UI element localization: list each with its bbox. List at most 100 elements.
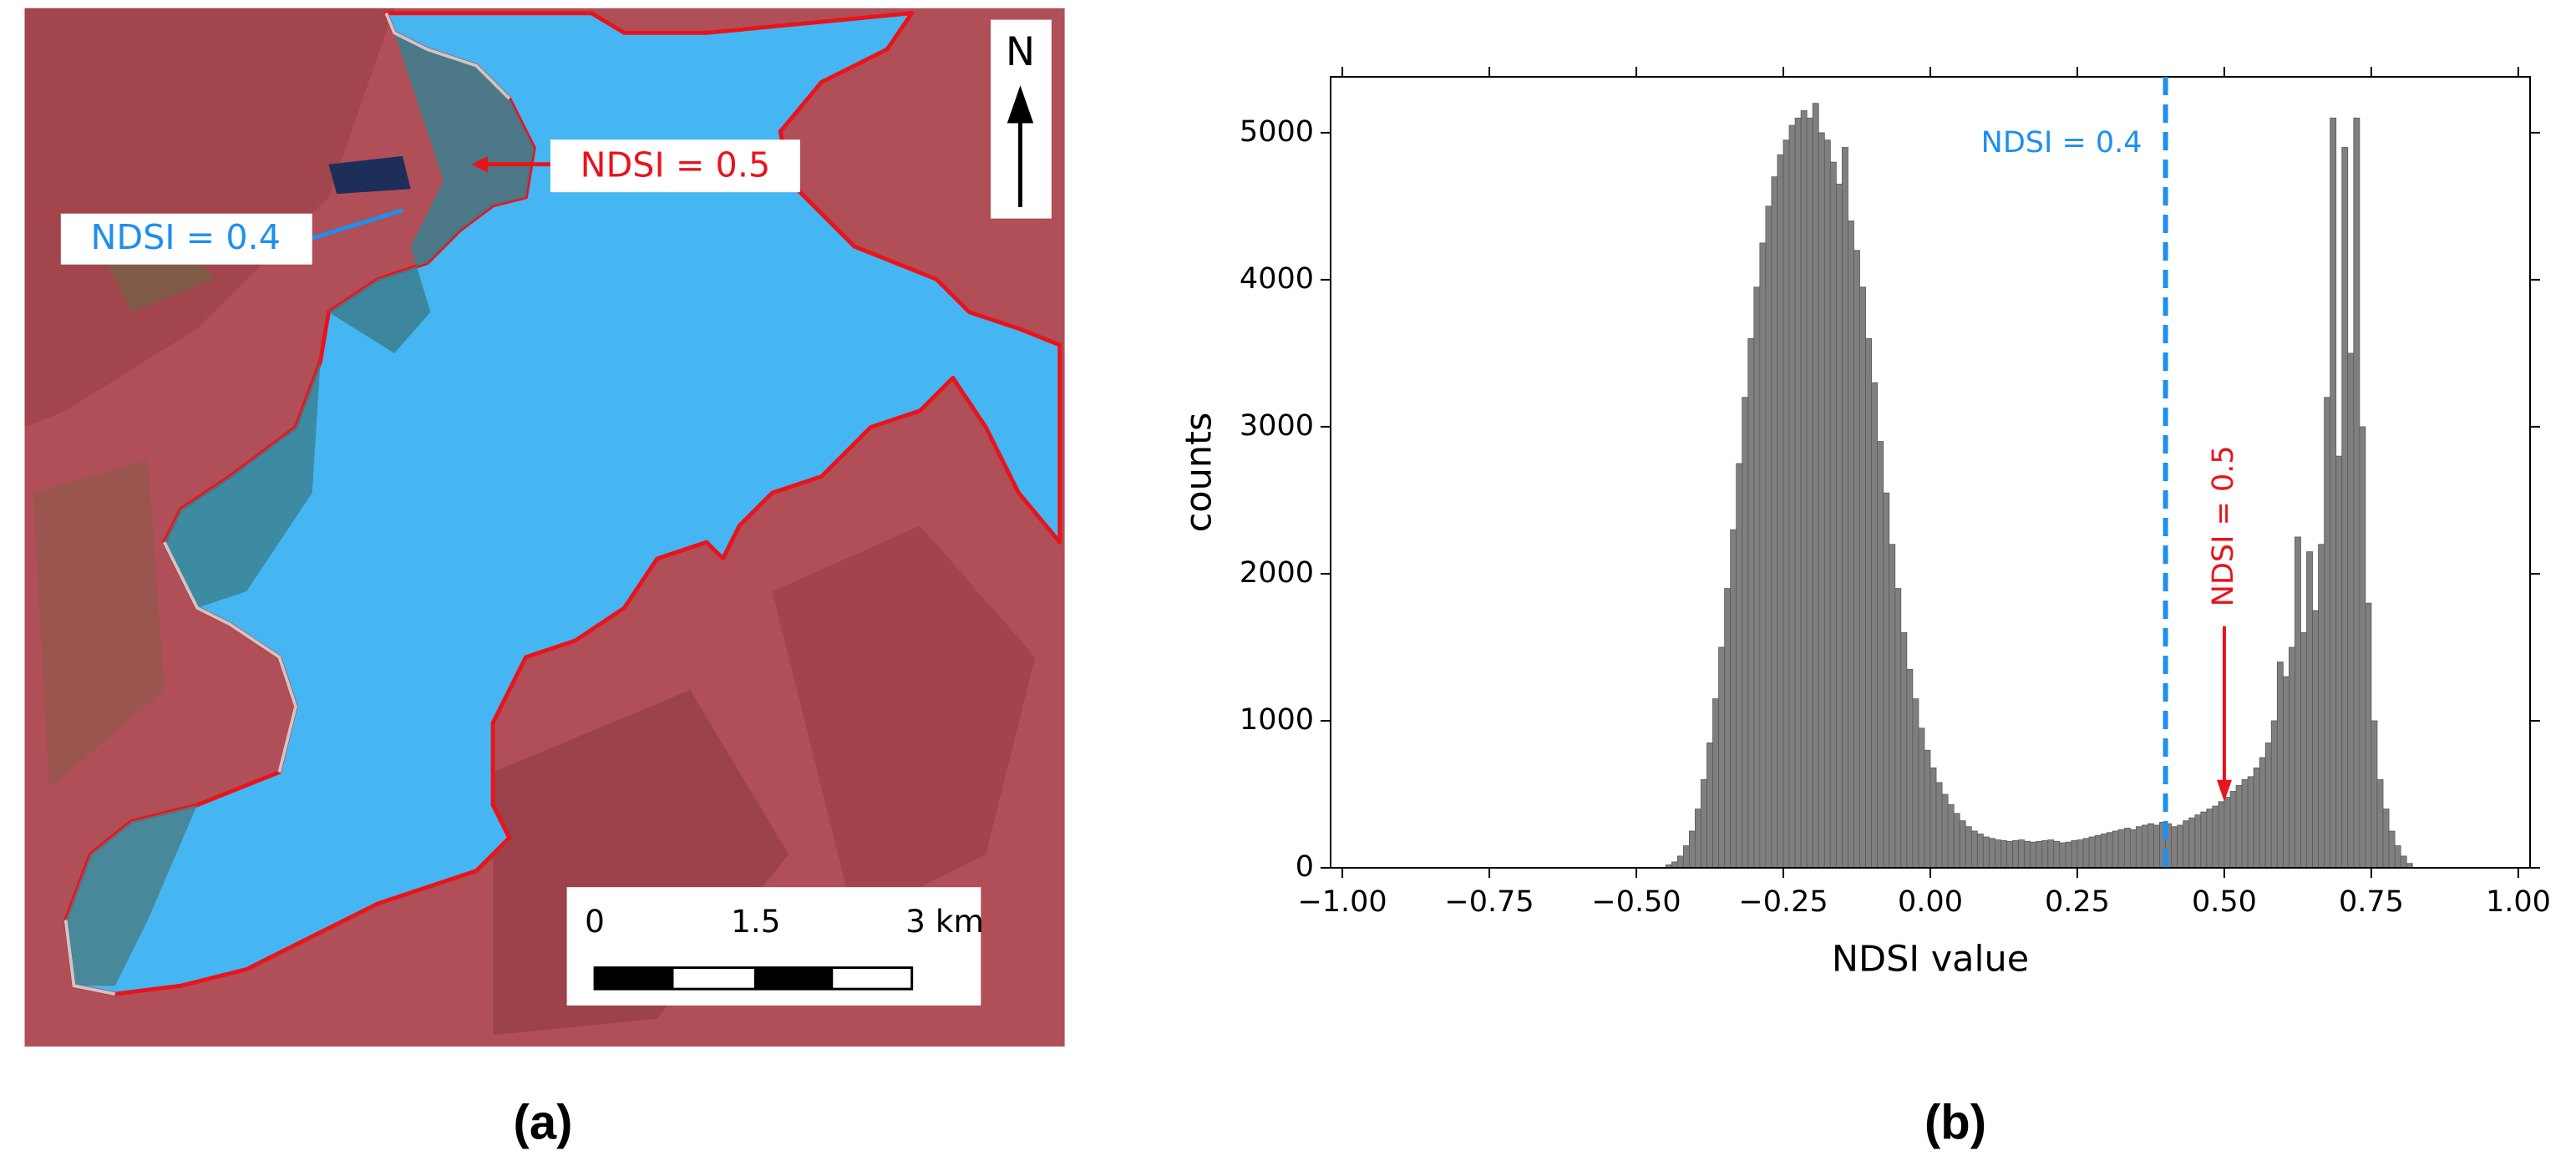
y-tick-label: 2000 [1240,556,1314,590]
bar [1671,861,1678,869]
bar [2371,720,2378,869]
bar [2300,631,2307,869]
bar [2148,823,2154,869]
bar [1765,205,1772,869]
bar [2018,839,2026,869]
bar [2117,829,2125,869]
bar [2382,809,2390,869]
bar [2123,828,2131,869]
y-axis-label: counts [1179,413,1220,533]
annotation-text: NDSI = 0.5 [581,145,771,185]
bar [2247,776,2254,869]
scale-label: 0 [585,903,605,940]
lake [328,155,411,195]
x-tick-label: −0.50 [1591,885,1681,919]
bar [1889,544,1896,869]
bar [1712,698,1719,869]
bar [2376,778,2384,869]
bar [2065,841,2072,869]
bar [2106,832,2113,869]
bar [1929,767,1937,869]
annotation-line [312,208,403,241]
bar [1859,286,1866,869]
bar [1842,147,1848,869]
bar [1718,646,1726,869]
bar [2100,834,2107,869]
bar [1730,529,1737,869]
bar [1976,834,1984,869]
bar [1759,242,1767,869]
bar [2006,840,2013,869]
bar [1753,286,1761,869]
x-tick-label: 0.75 [2339,885,2404,919]
bar [1835,184,1843,869]
bar [2229,791,2237,869]
x-tick-label: 1.00 [2486,885,2551,919]
debris [65,804,198,986]
bar [2212,805,2219,869]
scale-label: 1.5 [731,903,780,940]
bar [2341,147,2349,869]
bar [2224,797,2231,869]
bar [1900,631,1908,869]
bar [1706,742,1713,869]
annotation-arrowhead [471,155,489,173]
bar [2071,840,2078,869]
bar [1935,782,1943,869]
bar [2353,117,2360,869]
x-tick-label: −0.75 [1444,885,1534,919]
debris [164,361,321,608]
bar [2094,834,2102,869]
panel-label: (b) [1924,1095,1986,1149]
bar [2365,602,2372,869]
bar [1788,124,1796,869]
y-tick-label: 1000 [1240,703,1314,737]
bar [2347,352,2355,869]
bar [1995,839,2001,869]
bar [1894,588,1902,869]
bar [2012,840,2019,869]
bar [1771,176,1778,869]
panel-label: (a) [514,1095,573,1149]
bar [2142,824,2148,869]
bar [1970,830,1978,869]
bar [2112,830,2119,869]
bar [1853,250,1860,869]
threshold-label: NDSI = 0.4 [1981,126,2142,160]
bar [1800,110,1808,869]
terrain [772,525,1036,920]
bar [2259,757,2266,869]
scale-bar-segment [753,967,834,990]
annotation-text: NDSI = 0.4 [90,217,281,257]
bar [1736,463,1743,869]
bar [2235,785,2243,869]
bar [2088,836,2096,869]
bar [2306,551,2313,869]
bar [1953,813,1960,869]
panel-a: NDSI = 0.4 NDSI = 0.5 N 0 1.5 3 km [24,8,1065,1047]
bar [1695,809,1701,869]
bar [1794,117,1802,869]
bar [1871,382,1879,869]
north-arrowhead [1007,85,1034,124]
bar [2047,839,2055,869]
bar [1848,221,1854,869]
x-axis-label: NDSI value [1832,939,2029,981]
y-tick-label: 0 [1296,850,1314,884]
bar [2330,117,2337,869]
terrain [33,459,165,789]
bar [2318,544,2325,869]
bar [1823,139,1831,869]
bar [2153,824,2160,869]
annotation-text: NDSI = 0.5 [2207,445,2240,606]
bar [1982,836,1990,869]
bar [2400,855,2407,869]
bar [1947,803,1955,869]
bar [1812,103,1819,869]
annotation-box [550,139,800,193]
bar [1701,778,1707,869]
bar [2000,840,2007,869]
bar [1806,117,1813,869]
